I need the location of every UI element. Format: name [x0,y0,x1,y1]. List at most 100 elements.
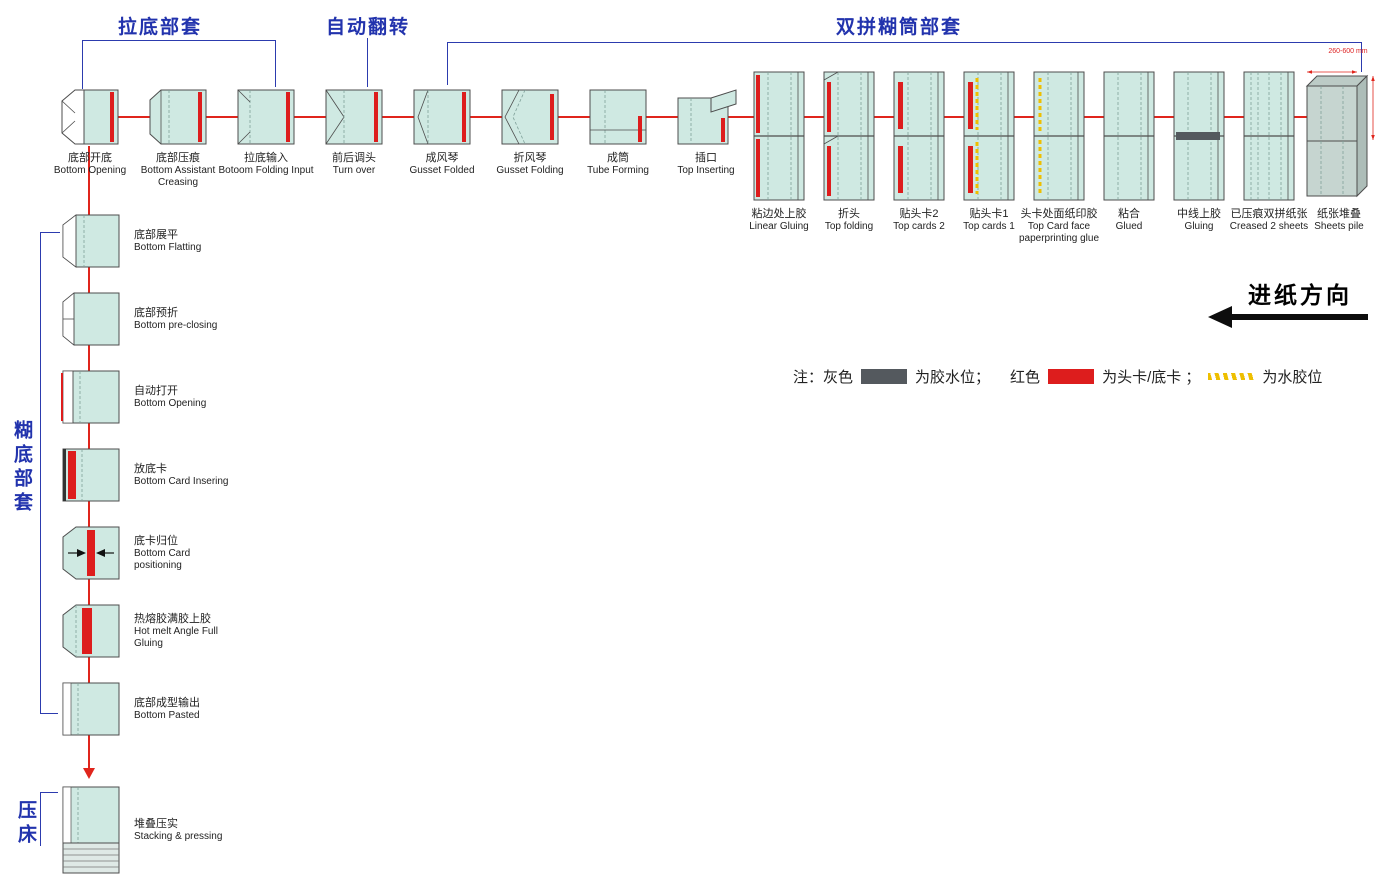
top-row: 底部开底 Bottom Opening 底部压痕 Bottom Assistan… [46,88,750,189]
station-tube-forming: 成筒 Tube Forming [574,88,662,189]
station-bottom-pasted: 底部成型输出 Bottom Pasted [46,670,229,748]
bracket-line [275,40,276,87]
station-label: 自动打开 Bottom Opening [134,384,207,410]
auto-open-icon [60,369,122,425]
legend-red-label: 红色 [1010,369,1041,386]
station-label: 中线上胶 Gluing [1177,208,1221,233]
feed-direction-arrow-icon [1208,303,1368,336]
station-label: 底部预折 Bottom pre-closing [134,306,218,332]
station-folding-input: 拉底输入 Botoom Folding Input [218,88,314,189]
bottom-flatting-icon [60,213,122,269]
station-hot-melt-gluing: 热熔胶满胶上胶 Hot melt Angle Full Gluing [46,592,229,670]
center-gluing-icon [1171,70,1227,202]
hot-melt-gluing-icon [60,603,122,659]
face-print-glue-icon [1031,70,1087,202]
station-center-gluing: 中线上胶 Gluing [1164,70,1234,245]
bottom-station-row: 堆叠压实 Stacking & pressing [46,784,274,876]
station-gusset-folding: 折风琴 Gusset Folding [486,88,574,189]
bracket-line [1361,42,1362,72]
turn-over-icon [323,88,385,146]
top-cards-1-icon [961,70,1017,202]
station-creased-sheets: 已压痕双拼纸张 Creased 2 sheets [1230,70,1308,245]
station-label: 已压痕双拼纸张 Creased 2 sheets [1229,208,1309,233]
station-bottom-opening: 底部开底 Bottom Opening [46,88,134,189]
creased-sheets-icon [1241,70,1297,202]
station-label: 底部展平 Bottom Flatting [134,228,202,254]
station-top-inserting: 插口 Top Inserting [662,88,750,189]
station-label: 前后调头 Turn over [332,152,376,177]
station-label: 贴头卡1 Top cards 1 [963,208,1015,233]
bottom-creasing-icon [147,88,209,146]
station-linear-gluing: 粘边处上胶 Linear Gluing [744,70,814,245]
legend-red-desc: 为头卡/底卡 ； [1102,369,1201,386]
station-label: 头卡处面纸印胶 Top Card face paperprinting glue [1018,208,1100,245]
bracket-line [447,42,448,85]
card-color-swatch [1048,369,1095,384]
bracket-line [40,792,58,793]
station-label: 折头 Top folding [824,208,874,233]
tube-forming-icon [587,88,649,146]
legend-water-desc: 为水胶位 [1262,369,1323,386]
station-label: 成风琴 Gusset Folded [409,152,475,177]
station-pre-closing: 底部预折 Bottom pre-closing [46,280,229,358]
group-label-double-tube: 双拼糊筒部套 [836,17,963,38]
left-column: 底部展平 Bottom Flatting 底部预折 Bottom pre-clo… [46,202,229,748]
top-folding-icon [821,70,877,202]
station-top-folding: 折头 Top folding [814,70,884,245]
station-label: 成筒 Tube Forming [587,152,649,177]
group-label-bottom-gluing: 糊底部套 [11,420,32,516]
group-label-press: 压床 [15,800,36,848]
bottom-pasted-icon [60,681,122,737]
flow-arrow-down [83,768,95,779]
bracket-line [447,42,1362,43]
station-label: 贴头卡2 Top cards 2 [893,208,945,233]
station-card-inserting: 放底卡 Bottom Card Insering [46,436,229,514]
station-label: 底部压痕 Bottom Assistant Creasing [140,152,216,189]
bracket-line [367,38,368,87]
glued-icon [1101,70,1157,202]
station-bottom-creasing: 底部压痕 Bottom Assistant Creasing [134,88,222,189]
group-label-auto-turnover: 自动翻转 [326,17,411,38]
bracket-line [40,792,41,846]
station-top-cards-1: 贴头卡1 Top cards 1 [954,70,1024,245]
station-label: 粘合 Glued [1115,208,1143,233]
glue-color-swatch [861,369,908,384]
linear-gluing-icon [751,70,807,202]
right-row: 粘边处上胶 Linear Gluing 折头 Top folding 贴头卡2 … [744,70,1375,245]
station-label: 底部开底 Bottom Opening [53,152,127,177]
station-glued: 粘合 Glued [1094,70,1164,245]
station-auto-open: 自动打开 Bottom Opening [46,358,229,436]
gusset-folded-icon [411,88,473,146]
sheets-pile-icon [1299,70,1379,202]
station-gusset-folded: 成风琴 Gusset Folded [398,88,486,189]
bracket-line [82,40,275,41]
legend-gray-desc: 为胶水位； [915,369,991,386]
station-bottom-flatting: 底部展平 Bottom Flatting [46,202,229,280]
station-top-cards-2: 贴头卡2 Top cards 2 [884,70,954,245]
station-card-positioning: 底卡归位 Bottom Card positioning [46,514,229,592]
station-label: 粘边处上胶 Linear Gluing [749,208,809,233]
station-label: 放底卡 Bottom Card Insering [134,462,229,488]
station-stacking-pressing: 堆叠压实 Stacking & pressing [46,784,274,876]
pre-closing-icon [60,291,122,347]
card-positioning-icon [60,525,122,581]
water-glue-swatch [1208,373,1255,380]
top-inserting-icon [675,88,737,146]
bottom-opening-icon [59,88,121,146]
station-label: 拉底输入 Botoom Folding Input [218,152,314,177]
station-label: 底部成型输出 Bottom Pasted [134,696,200,722]
feed-direction: 进纸方向 [1215,276,1385,310]
stacking-pressing-icon [60,785,122,875]
station-face-print-glue: 头卡处面纸印胶 Top Card face paperprinting glue [1019,70,1099,245]
station-label: 插口 Top Inserting [677,152,735,177]
station-label: 纸张堆叠 Sheets pile [1314,208,1364,233]
group-label-pull-bottom: 拉底部套 [118,17,203,38]
bracket-line [40,232,60,233]
top-cards-2-icon [891,70,947,202]
station-turn-over: 前后调头 Turn over [310,88,398,189]
station-label: 热熔胶满胶上胶 Hot melt Angle Full Gluing [134,612,218,650]
legend-note: 注： [793,369,824,386]
station-label: 折风琴 Gusset Folding [496,152,564,177]
legend: 注： 灰色 为胶水位； 红色 为头卡/底卡 ； 为水胶位 [793,366,1322,387]
